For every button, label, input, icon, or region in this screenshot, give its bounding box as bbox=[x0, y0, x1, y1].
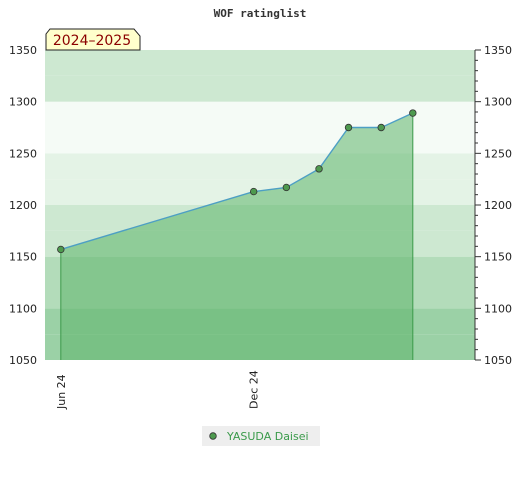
y-tick-label-left: 1100 bbox=[9, 302, 37, 315]
y-tick-label-left: 1300 bbox=[9, 96, 37, 109]
background-band bbox=[45, 75, 475, 102]
y-tick-label-right: 1050 bbox=[484, 354, 512, 367]
data-point bbox=[409, 109, 417, 117]
y-tick-label-left: 1250 bbox=[9, 147, 37, 160]
marker-layer bbox=[57, 109, 417, 254]
y-tick-label-left: 1200 bbox=[9, 199, 37, 212]
data-point bbox=[249, 187, 258, 196]
x-tick-label: Jun 24 bbox=[55, 374, 68, 410]
x-tick-label: Dec 24 bbox=[248, 370, 261, 409]
y-tick-label-left: 1050 bbox=[9, 354, 37, 367]
y-tick-label-right: 1150 bbox=[484, 251, 512, 264]
chart-title: WOF ratinglist bbox=[214, 7, 307, 20]
y-tick-label-right: 1300 bbox=[484, 96, 512, 109]
series-area bbox=[60, 113, 413, 361]
data-point bbox=[344, 123, 353, 132]
period-badge-text: 2024–2025 bbox=[53, 33, 131, 49]
data-point bbox=[282, 183, 291, 192]
data-point bbox=[315, 165, 323, 173]
legend-label: YASUDA Daisei bbox=[226, 430, 309, 443]
legend[interactable]: YASUDA Daisei bbox=[202, 426, 320, 446]
axis-layer: 1050 1050 1100 1100 1150 1150 1200 1200 1250 1250… bbox=[9, 44, 512, 410]
period-badge: 2024–2025 bbox=[45, 28, 141, 51]
y-tick-label-left: 1350 bbox=[9, 44, 37, 57]
y-tick-label-right: 1350 bbox=[484, 44, 512, 57]
y-tick-label-left: 1150 bbox=[9, 251, 37, 264]
y-tick-label-right: 1100 bbox=[484, 302, 512, 315]
y-tick-label-right: 1200 bbox=[484, 199, 512, 212]
y-tick-label-right: 1250 bbox=[484, 147, 512, 160]
period-badge-shape bbox=[45, 28, 141, 51]
legend-box bbox=[202, 426, 320, 446]
data-point bbox=[57, 245, 65, 254]
data-point bbox=[377, 123, 385, 132]
background-band bbox=[45, 50, 475, 76]
legend-marker bbox=[209, 432, 217, 440]
